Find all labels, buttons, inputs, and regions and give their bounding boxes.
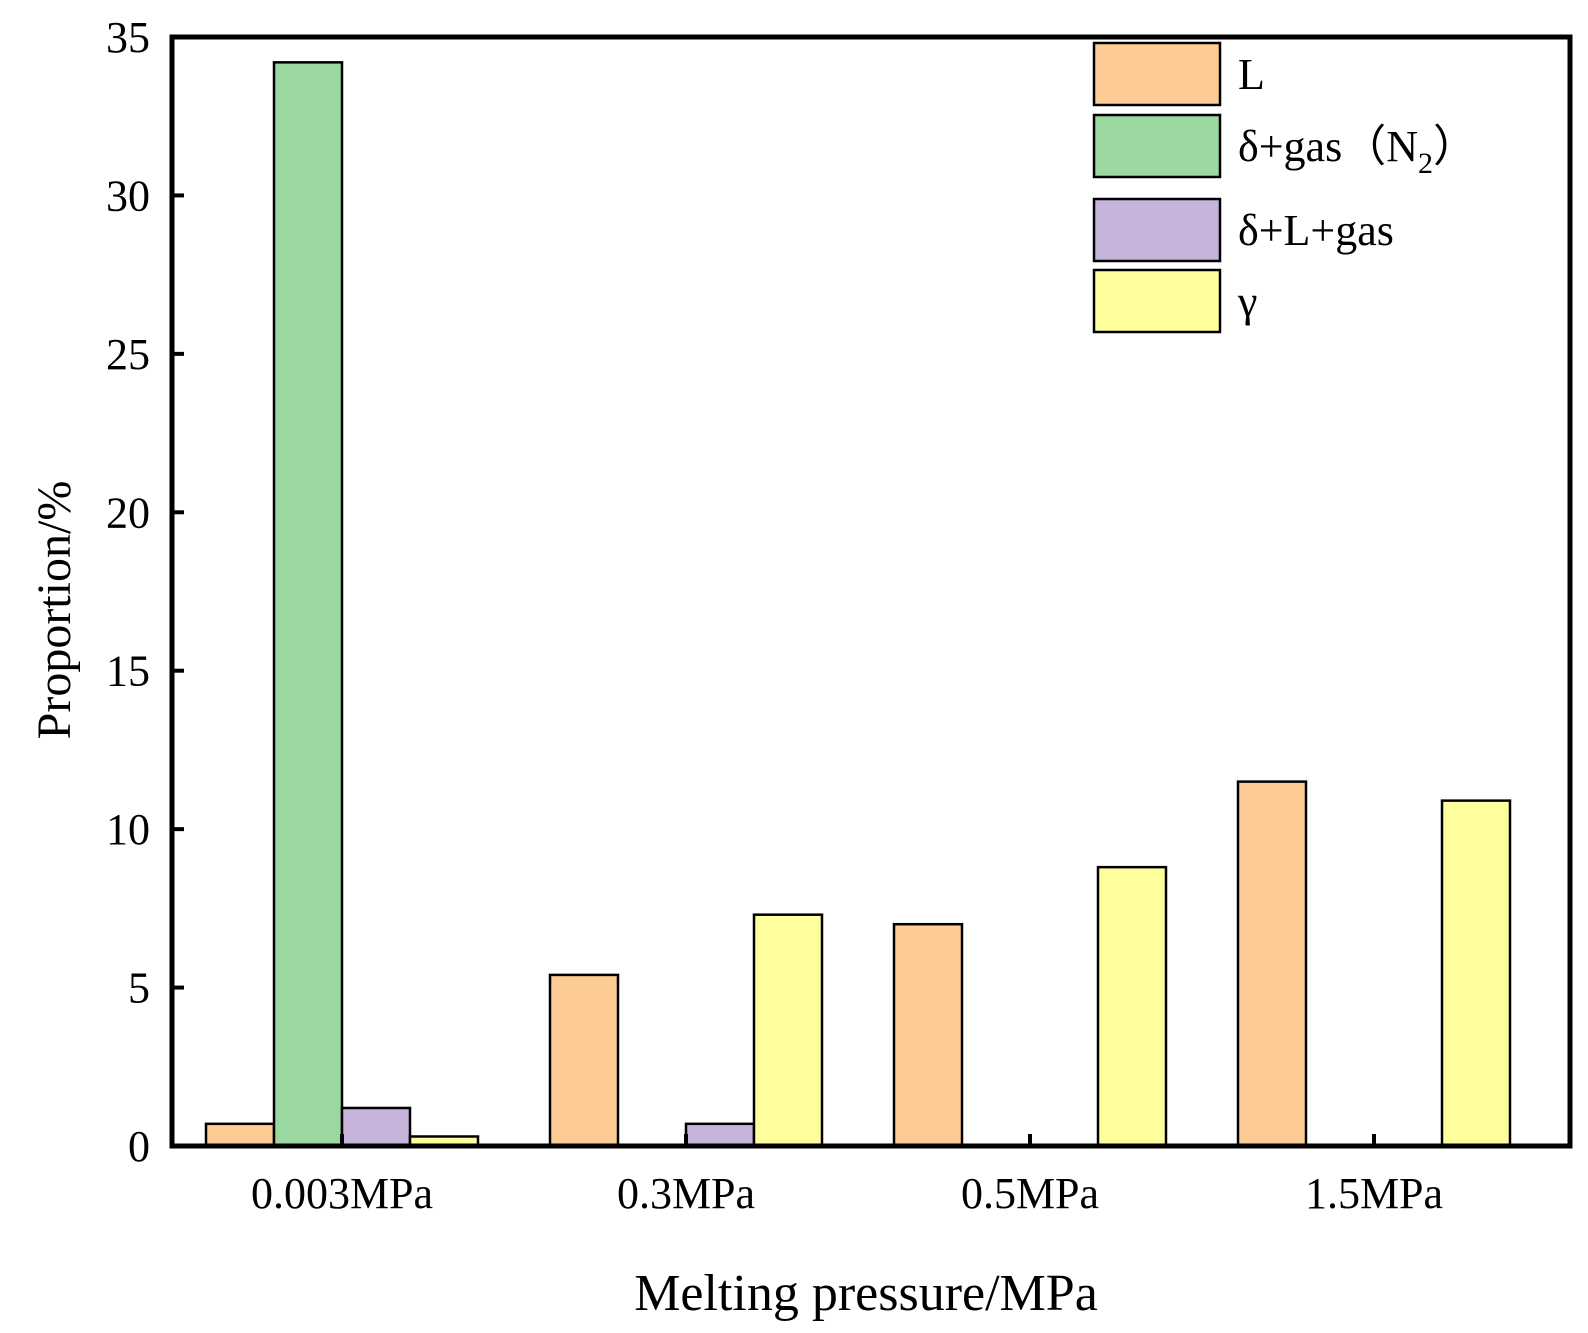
- bar-1-2: [684, 1122, 756, 1148]
- plot-frame: [169, 34, 1573, 1149]
- x-tick-label: 0.3MPa: [617, 1169, 755, 1218]
- y-tick-label: 35: [106, 13, 150, 62]
- x-axis: 0.003MPa 0.3MPa 0.5MPa 1.5MPa: [251, 1134, 1443, 1218]
- x-axis-label: Melting pressure/MPa: [634, 1265, 1098, 1322]
- bar-0-0: [204, 1122, 276, 1148]
- y-axis-label: Proportion/%: [28, 481, 81, 740]
- y-tick-label: 15: [106, 647, 150, 696]
- bar-2-0: [892, 922, 964, 1148]
- bar-0-2: [340, 1106, 412, 1148]
- bar-0-1: [272, 61, 344, 1148]
- bar-3-3: [1440, 799, 1512, 1148]
- x-tick-label: 0.003MPa: [251, 1169, 433, 1218]
- y-tick-label: 5: [128, 964, 150, 1013]
- y-axis: 0 5 10 15 20 25 30 35: [106, 13, 184, 1171]
- legend: Lδ+gas（N2） δ+L+gas γ: [1092, 41, 1477, 334]
- legend-label-1: δ+gas（N2）: [1238, 122, 1477, 180]
- legend-label-3: γ: [1237, 277, 1257, 326]
- y-tick-label: 0: [128, 1122, 150, 1171]
- y-tick-label: 10: [106, 805, 150, 854]
- y-tick-label: 25: [106, 330, 150, 379]
- x-tick-label: 0.5MPa: [961, 1169, 1099, 1218]
- bar-3-0: [1236, 780, 1308, 1148]
- legend-label-2: δ+L+gas: [1238, 206, 1394, 255]
- x-tick-label: 1.5MPa: [1305, 1169, 1443, 1218]
- bar-2-3: [1096, 865, 1168, 1148]
- legend-label-0: L: [1238, 50, 1265, 99]
- legend-swatch-1: [1092, 113, 1222, 179]
- legend-swatch-3: [1092, 268, 1222, 334]
- bars-layer: [204, 61, 1512, 1148]
- legend-swatch-0: [1092, 41, 1222, 107]
- bar-1-0: [548, 973, 620, 1148]
- bar-1-3: [752, 913, 824, 1148]
- y-tick-label: 20: [106, 488, 150, 537]
- legend-swatch-2: [1092, 197, 1222, 263]
- y-tick-label: 30: [106, 171, 150, 220]
